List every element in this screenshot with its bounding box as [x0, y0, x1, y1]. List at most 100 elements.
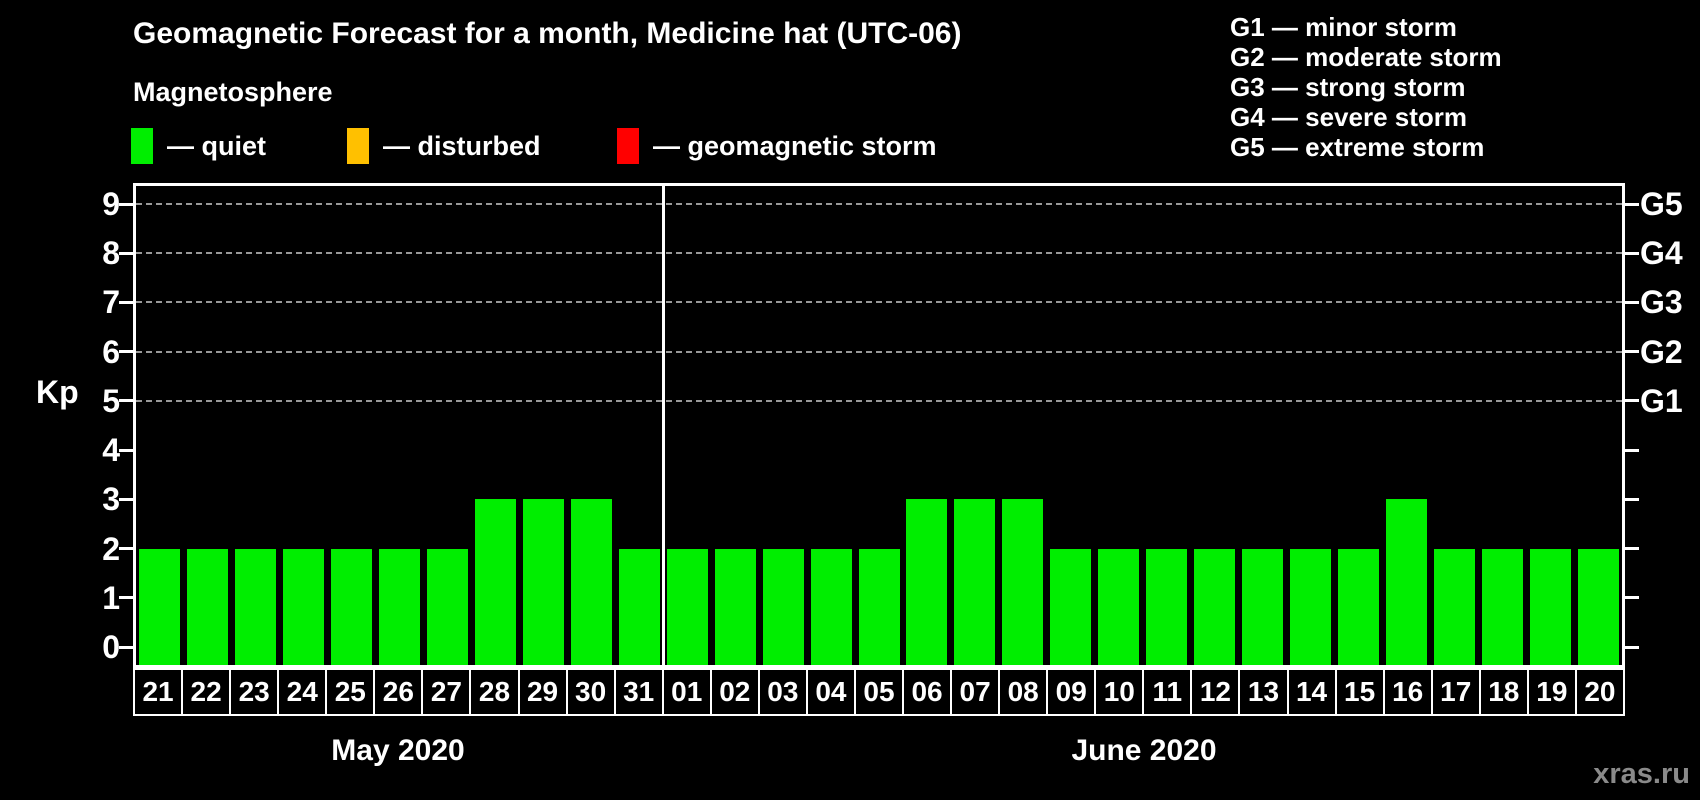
month-divider-line — [661, 186, 665, 665]
right-axis-tick — [1625, 350, 1639, 354]
right-axis-tick — [1625, 251, 1639, 255]
kp-bar-day-26 — [379, 548, 421, 665]
g-scale-label-g4: G4 — [1640, 235, 1683, 272]
day-label-04: 04 — [805, 668, 856, 716]
kp-bar-day-03 — [762, 548, 804, 665]
gridline-kp8 — [136, 252, 1622, 255]
y-tick-label: 2 — [102, 530, 120, 567]
day-label-08: 08 — [998, 668, 1049, 716]
right-axis-tick — [1625, 300, 1639, 304]
day-label-09: 09 — [1046, 668, 1097, 716]
day-label-28: 28 — [469, 668, 520, 716]
kp-bar-day-27 — [427, 548, 469, 665]
kp-bar-day-29 — [522, 499, 564, 665]
g1-legend-line: G1 — minor storm — [1230, 12, 1457, 42]
kp-bar-day-10 — [1098, 548, 1140, 665]
g-scale-label-g3: G3 — [1640, 284, 1683, 321]
day-label-05: 05 — [853, 668, 904, 716]
left-axis-tick — [119, 547, 133, 551]
kp-bar-day-13 — [1241, 548, 1283, 665]
y-tick-label: 7 — [102, 284, 120, 321]
left-axis-tick — [119, 497, 133, 501]
kp-bar-day-20 — [1577, 548, 1619, 665]
day-label-11: 11 — [1142, 668, 1193, 716]
kp-bar-day-02 — [714, 548, 756, 665]
legend-label-disturbed: — disturbed — [383, 130, 541, 161]
watermark: xras.ru — [1593, 758, 1690, 790]
legend-label-quiet: — quiet — [167, 130, 266, 161]
day-label-12: 12 — [1190, 668, 1241, 716]
day-label-03: 03 — [757, 668, 808, 716]
kp-bar-day-21 — [139, 548, 181, 665]
day-label-30: 30 — [565, 668, 616, 716]
day-label-13: 13 — [1238, 668, 1289, 716]
magnetosphere-legend-title: Magnetosphere — [133, 77, 333, 107]
left-axis-tick — [119, 645, 133, 649]
right-axis-tick — [1625, 202, 1639, 206]
day-label-25: 25 — [325, 668, 376, 716]
kp-bar-day-25 — [331, 548, 373, 665]
gridline-kp5 — [136, 399, 1622, 402]
day-label-07: 07 — [950, 668, 1001, 716]
kp-bar-day-28 — [475, 499, 517, 665]
day-label-01: 01 — [661, 668, 712, 716]
y-tick-label: 0 — [102, 629, 120, 665]
day-label-02: 02 — [709, 668, 760, 716]
g4-legend-line: G4 — severe storm — [1230, 102, 1468, 132]
y-tick-label: 4 — [102, 432, 120, 469]
day-label-18: 18 — [1478, 668, 1529, 716]
kp-bar-day-24 — [283, 548, 325, 665]
month-label-may: May 2020 — [331, 734, 465, 767]
kp-bar-day-06 — [906, 499, 948, 665]
left-axis-tick — [119, 399, 133, 403]
day-label-27: 27 — [421, 668, 472, 716]
right-axis-tick — [1625, 448, 1639, 452]
right-axis-tick — [1625, 497, 1639, 501]
day-label-24: 24 — [277, 668, 328, 716]
month-label-june: June 2020 — [1071, 734, 1217, 767]
kp-bar-day-17 — [1433, 548, 1475, 665]
quiet-color-swatch — [131, 128, 153, 164]
g-scale-label-g1: G1 — [1640, 382, 1683, 419]
y-axis-title: Kp — [36, 374, 79, 410]
day-label-19: 19 — [1526, 668, 1577, 716]
left-axis-tick — [119, 300, 133, 304]
kp-bar-day-08 — [1002, 499, 1044, 665]
day-label-22: 22 — [181, 668, 232, 716]
day-label-31: 31 — [613, 668, 664, 716]
kp-bar-day-22 — [187, 548, 229, 665]
kp-bar-day-01 — [666, 548, 708, 665]
left-axis-tick — [119, 596, 133, 600]
y-tick-label: 1 — [102, 579, 120, 616]
y-tick-label: 6 — [102, 333, 120, 370]
legend-item-storm: — geomagnetic storm — [617, 127, 937, 165]
left-axis-tick — [119, 251, 133, 255]
day-label-20: 20 — [1574, 668, 1625, 716]
right-axis-tick — [1625, 645, 1639, 649]
gridline-kp7 — [136, 301, 1622, 304]
day-label-21: 21 — [133, 668, 184, 716]
left-axis-tick — [119, 448, 133, 452]
storm-color-swatch — [617, 128, 639, 164]
g3-legend-line: G3 — strong storm — [1230, 72, 1466, 102]
day-label-14: 14 — [1286, 668, 1337, 716]
y-tick-label: 3 — [102, 481, 120, 518]
kp-bar-day-11 — [1146, 548, 1188, 665]
x-axis-day-labels: 21 22 23 24 25 26 27 28 29 30 31 01 02 03 04 05 06 07 08 09… — [133, 668, 1625, 716]
g2-legend-line: G2 — moderate storm — [1230, 42, 1502, 72]
day-label-26: 26 — [373, 668, 424, 716]
kp-bar-day-19 — [1529, 548, 1571, 665]
right-axis-tick — [1625, 399, 1639, 403]
plot-area — [119, 183, 1639, 668]
g5-legend-line: G5 — extreme storm — [1230, 132, 1485, 162]
day-label-17: 17 — [1430, 668, 1481, 716]
y-tick-label: 8 — [102, 235, 120, 272]
legend-item-quiet: — quiet — [131, 127, 266, 165]
day-label-10: 10 — [1094, 668, 1145, 716]
day-label-29: 29 — [517, 668, 568, 716]
legend-label-storm: — geomagnetic storm — [653, 130, 937, 161]
kp-bar-day-09 — [1050, 548, 1092, 665]
g-scale-label-g5: G5 — [1640, 186, 1683, 222]
kp-bar-day-05 — [858, 548, 900, 665]
